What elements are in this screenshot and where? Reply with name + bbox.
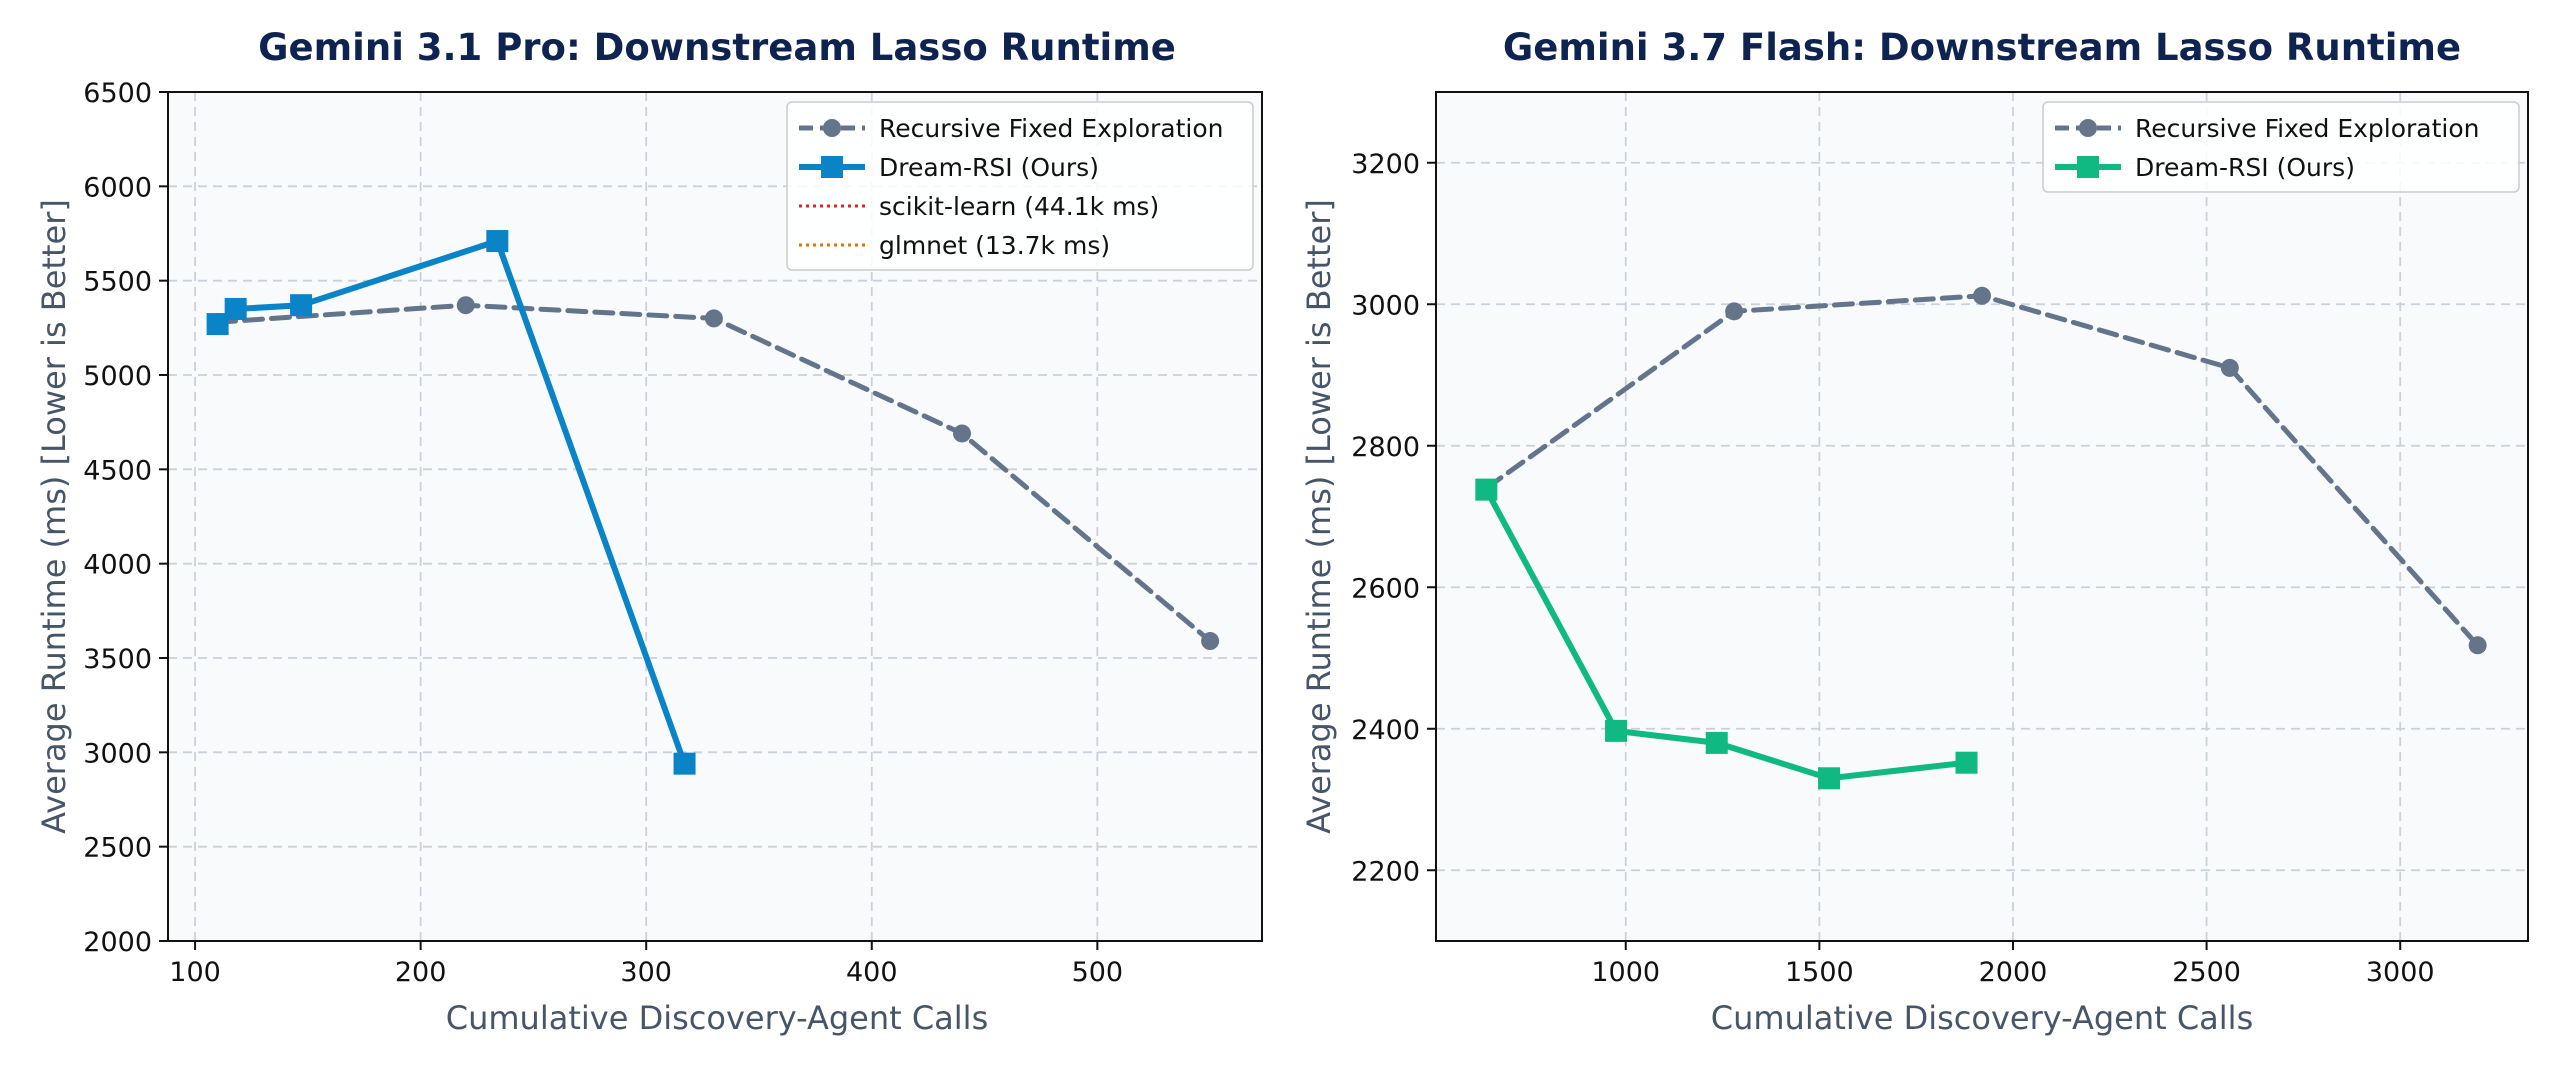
x-tick-label: 1500 [1785, 957, 1854, 988]
legend-label: Dream-RSI (Ours) [2135, 153, 2355, 182]
legend-marker [823, 119, 841, 137]
y-tick-label: 6500 [83, 78, 152, 109]
legend-label: Recursive Fixed Exploration [2135, 114, 2480, 143]
y-tick-label: 2500 [83, 833, 152, 864]
y-tick-label: 2600 [1351, 573, 1420, 604]
y-tick-label: 2800 [1351, 432, 1420, 463]
data-point [1955, 751, 1978, 774]
legend: Recursive Fixed Exploration Dream-RSI (Ou… [786, 101, 1254, 271]
y-tick-label: 3500 [83, 644, 152, 675]
y-tick-label: 3000 [83, 738, 152, 769]
legend-marker [821, 156, 843, 178]
x-tick-label: 300 [620, 957, 672, 988]
y-axis-label: Average Runtime (ms) [Lower is Better] [35, 199, 73, 834]
data-point [704, 309, 723, 328]
data-point [1605, 719, 1628, 742]
data-point [456, 296, 475, 315]
series-2 [206, 230, 696, 775]
legend-box [2042, 101, 2520, 193]
y-tick-label: 4000 [83, 550, 152, 581]
y-tick-label: 2200 [1351, 856, 1420, 887]
y-tick-label: 4500 [83, 455, 152, 486]
y-tick-label: 5500 [83, 267, 152, 298]
data-point [1818, 767, 1841, 790]
data-point [673, 752, 696, 775]
data-point [486, 230, 509, 253]
plot-frame [1435, 91, 2529, 942]
plot-frame [167, 91, 1263, 942]
data-point [1705, 731, 1728, 754]
x-axis-label: Cumulative Discovery-Agent Calls [1711, 999, 2253, 1037]
x-tick-label: 2500 [2172, 957, 2241, 988]
chart-title: Gemini 3.1 Pro: Downstream Lasso Runtime [258, 26, 1176, 69]
plot-area [1436, 92, 2528, 941]
x-tick-label: 1000 [1591, 957, 1660, 988]
chart-title: Gemini 3.7 Flash: Downstream Lasso Runti… [1503, 26, 2461, 69]
data-point [952, 424, 971, 443]
data-point [1973, 286, 1991, 305]
y-tick-label: 5000 [83, 361, 152, 392]
legend-label: glmnet (13.7k ms) [879, 231, 1110, 260]
series-2 [1475, 478, 1978, 790]
y-axis-label: Average Runtime (ms) [Lower is Better] [1300, 199, 1338, 834]
x-tick-label: 200 [395, 957, 447, 988]
y-tick-label: 3000 [1351, 290, 1420, 321]
x-tick-label: 3000 [2366, 957, 2435, 988]
legend-label: scikit-learn (44.1k ms) [879, 192, 1159, 221]
legend-box [786, 101, 1254, 271]
data-point [206, 313, 229, 336]
data-point [2220, 358, 2239, 377]
x-tick-label: 100 [169, 957, 221, 988]
x-tick-label: 400 [846, 957, 898, 988]
y-tick-label: 2400 [1351, 715, 1420, 746]
data-point [1475, 478, 1498, 501]
data-point [290, 294, 313, 317]
data-point [1725, 302, 1744, 321]
legend-label: Recursive Fixed Exploration [879, 114, 1224, 143]
x-axis-label: Cumulative Discovery-Agent Calls [446, 999, 988, 1037]
legend-marker [2077, 156, 2099, 178]
chart-panel-2: 1000 1500 2000 2500 3000 2200 2400 2600 2800 3000… [1300, 26, 2529, 1037]
y-tick-label: 2000 [83, 927, 152, 958]
x-tick-label: 2000 [1979, 957, 2048, 988]
data-point [1201, 632, 1220, 651]
legend-label: Dream-RSI (Ours) [879, 153, 1099, 182]
legend: Recursive Fixed Exploration Dream-RSI (Ou… [2042, 101, 2520, 193]
data-point [2468, 636, 2487, 655]
legend-marker [2079, 119, 2097, 137]
x-tick-label: 500 [1072, 957, 1124, 988]
y-tick-label: 6000 [83, 172, 152, 203]
data-point [224, 297, 247, 320]
y-tick-label: 3200 [1351, 149, 1420, 180]
chart-panel-1: 100 200 300 400 500 2000 2500 3000 3500 4000 4500 5… [35, 26, 1263, 1037]
